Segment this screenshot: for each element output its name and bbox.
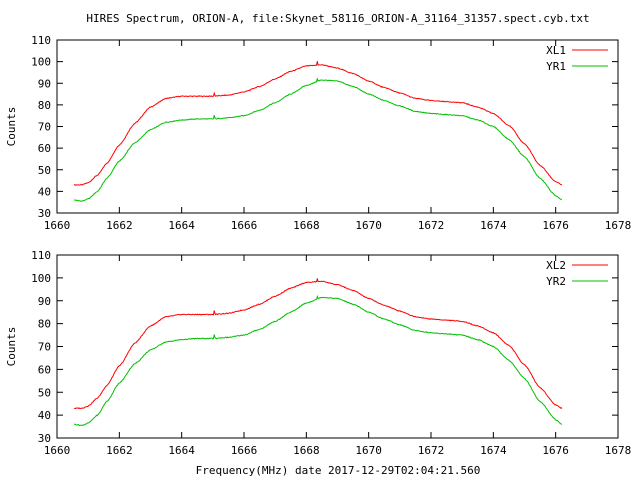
series-line-yr2 bbox=[73, 294, 562, 427]
series-line-yr1 bbox=[73, 78, 563, 202]
x-tick-label: 1676 bbox=[542, 444, 569, 457]
y-tick-label: 80 bbox=[38, 99, 51, 112]
x-tick-label: 1662 bbox=[106, 219, 133, 232]
legend-label-xl2: XL2 bbox=[546, 259, 566, 272]
x-tick-label: 1660 bbox=[44, 219, 71, 232]
y-axis-label: Counts bbox=[5, 107, 18, 147]
y-tick-label: 70 bbox=[38, 121, 51, 134]
panel-xl1-yr1: 30 40 50 60 70 80 90 100 110 1660 1662 1664 1666 1668… bbox=[5, 34, 631, 232]
x-axis-label: Frequency(MHz) date 2017-12-29T02:04:21.… bbox=[196, 464, 481, 477]
x-tick-label: 1674 bbox=[480, 219, 507, 232]
y-tick-label: 60 bbox=[38, 363, 51, 376]
y-tick-label: 90 bbox=[38, 295, 51, 308]
x-tick-label: 1668 bbox=[293, 219, 320, 232]
x-tick-label: 1670 bbox=[355, 219, 382, 232]
y-tick-label: 60 bbox=[38, 142, 51, 155]
y-axis-label: Counts bbox=[5, 327, 18, 367]
y-tick-label: 50 bbox=[38, 164, 51, 177]
x-tick-label: 1660 bbox=[44, 444, 71, 457]
legend-label-yr2: YR2 bbox=[546, 275, 566, 288]
y-tick-label: 80 bbox=[38, 318, 51, 331]
series-line-xl1 bbox=[73, 61, 563, 186]
x-tick-label: 1662 bbox=[106, 444, 133, 457]
x-tick-label: 1672 bbox=[418, 219, 445, 232]
x-tick-label: 1666 bbox=[231, 444, 258, 457]
x-tick-label: 1676 bbox=[542, 219, 569, 232]
x-tick-label: 1674 bbox=[480, 444, 507, 457]
x-tick-label: 1670 bbox=[355, 444, 382, 457]
chart-title: HIRES Spectrum, ORION-A, file:Skynet_581… bbox=[86, 12, 589, 25]
y-tick-label: 110 bbox=[31, 249, 51, 262]
series-line-xl2 bbox=[74, 278, 563, 410]
panel-xl2-yr2: 30 40 50 60 70 80 90 100 110 1660 1662 1664 1666 1668… bbox=[5, 249, 631, 457]
x-tick-label: 1668 bbox=[293, 444, 320, 457]
legend-label-xl1: XL1 bbox=[546, 44, 566, 57]
plot-frame bbox=[56, 254, 619, 439]
plot-frame bbox=[56, 39, 619, 214]
x-tick-label: 1666 bbox=[231, 219, 258, 232]
y-tick-label: 100 bbox=[31, 56, 51, 69]
x-tick-label: 1678 bbox=[605, 444, 632, 457]
y-tick-label: 30 bbox=[38, 432, 51, 445]
y-tick-label: 30 bbox=[38, 207, 51, 220]
y-tick-label: 40 bbox=[38, 409, 51, 422]
y-tick-label: 110 bbox=[31, 34, 51, 47]
y-tick-label: 50 bbox=[38, 386, 51, 399]
y-tick-label: 100 bbox=[31, 272, 51, 285]
x-tick-label: 1664 bbox=[168, 444, 195, 457]
y-tick-label: 90 bbox=[38, 77, 51, 90]
y-tick-label: 40 bbox=[38, 185, 51, 198]
x-tick-label: 1678 bbox=[605, 219, 632, 232]
legend-label-yr1: YR1 bbox=[546, 60, 566, 73]
x-tick-label: 1664 bbox=[168, 219, 195, 232]
y-tick-label: 70 bbox=[38, 341, 51, 354]
x-tick-label: 1672 bbox=[418, 444, 445, 457]
